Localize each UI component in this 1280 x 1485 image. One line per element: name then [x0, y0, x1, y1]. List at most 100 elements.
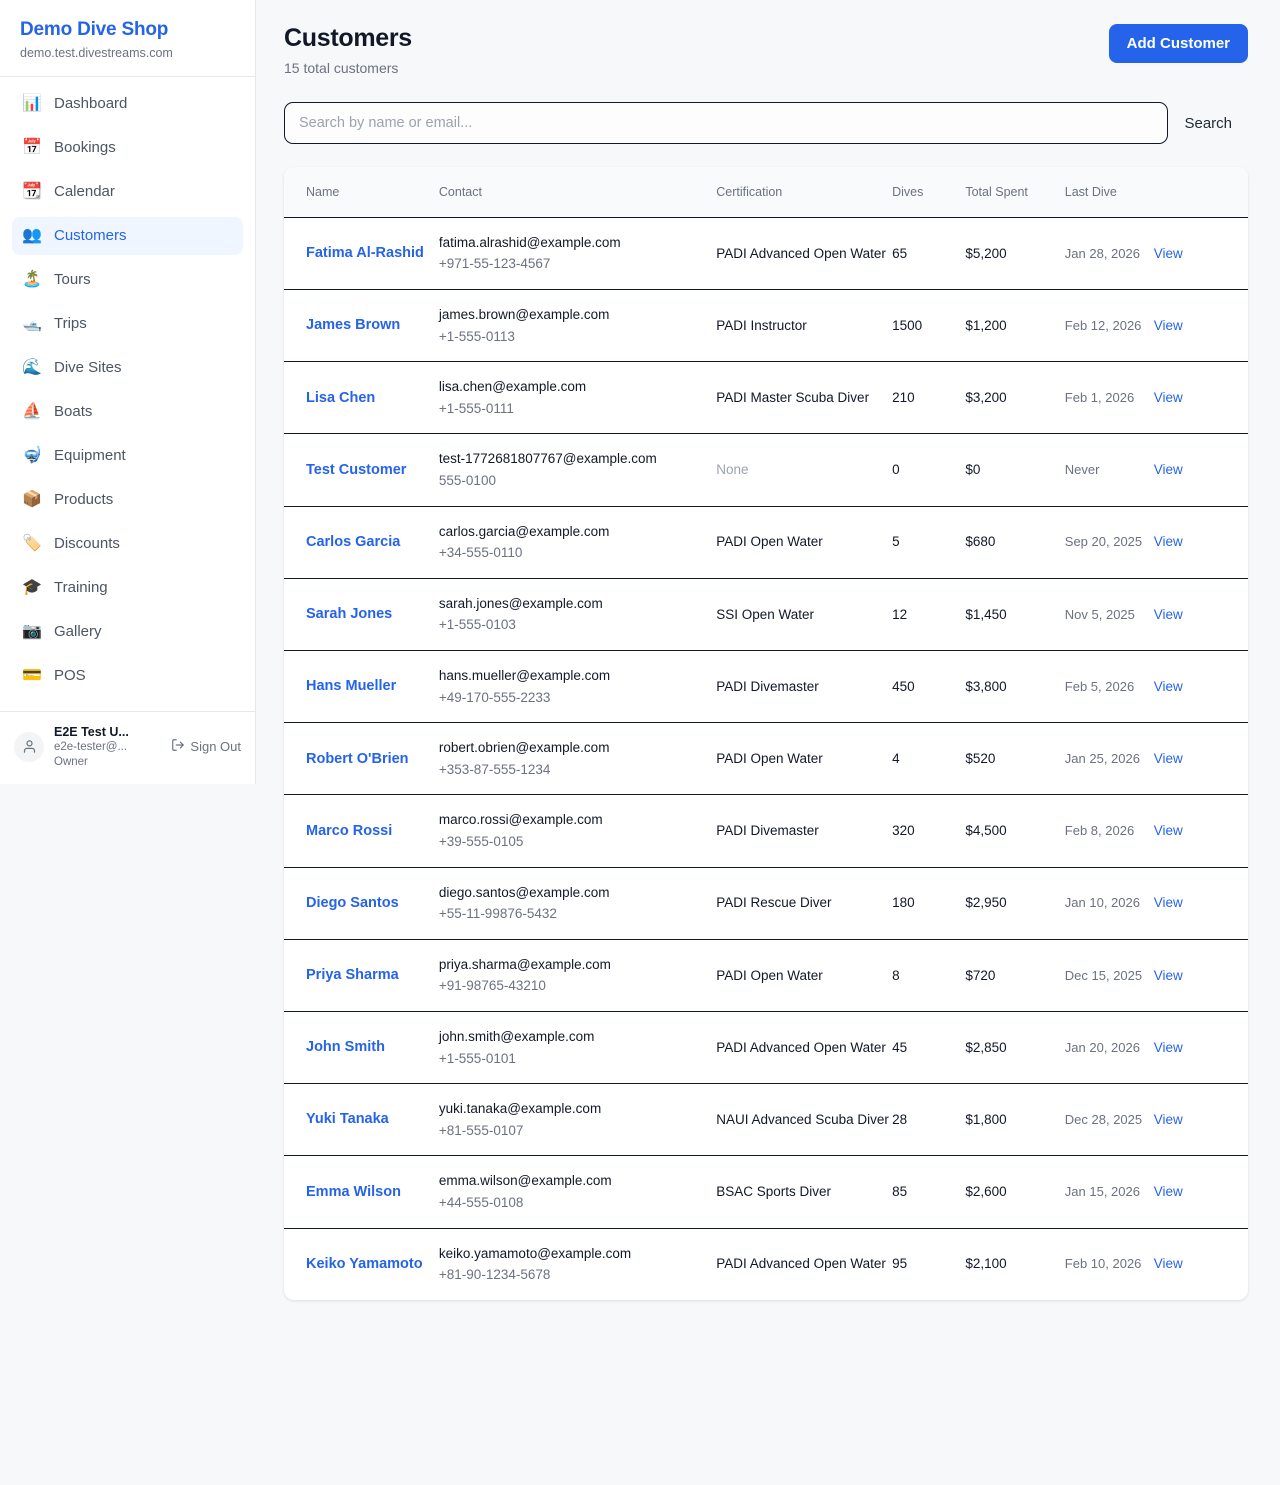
- customer-email: keiko.yamamoto@example.com: [438, 1245, 632, 1261]
- sign-out-button[interactable]: Sign Out: [171, 738, 241, 755]
- customer-name-link[interactable]: Marco Rossi: [306, 822, 393, 839]
- sidebar-item-bookings[interactable]: 📅 Bookings: [12, 129, 243, 167]
- view-link[interactable]: View: [1153, 823, 1183, 839]
- view-link[interactable]: View: [1153, 1184, 1183, 1200]
- cell-last-dive: Never: [1064, 433, 1154, 507]
- total-spent-value: $2,950: [965, 895, 1007, 911]
- cell-total-spent: $2,600: [965, 1155, 1065, 1229]
- sidebar-item-label: Gallery: [54, 623, 102, 641]
- sidebar-nav: 📊 Dashboard 📅 Bookings 📆 Calendar 👥 Customers 🏝️…: [0, 77, 255, 711]
- cell-dives: 4: [892, 722, 966, 796]
- view-link[interactable]: View: [1153, 750, 1183, 766]
- sidebar-item-discounts[interactable]: 🏷️ Discounts: [12, 525, 243, 563]
- view-link[interactable]: View: [1153, 1111, 1183, 1127]
- cell-certification: PADI Advanced Open Water: [716, 217, 893, 291]
- cell-name: Carlos Garcia: [284, 506, 439, 579]
- total-spent-value: $520: [965, 750, 996, 766]
- cell-last-dive: Feb 8, 2026: [1064, 794, 1154, 868]
- cell-certification: PADI Advanced Open Water: [716, 1228, 892, 1300]
- sidebar-item-dashboard[interactable]: 📊 Dashboard: [12, 85, 243, 123]
- cell-actions: View: [1153, 433, 1248, 507]
- sidebar-item-boats[interactable]: ⛵ Boats: [12, 393, 243, 431]
- wave-icon: 🌊: [22, 358, 42, 376]
- customer-phone: +1-555-0103: [438, 617, 516, 633]
- customer-name-link[interactable]: Robert O'Brien: [306, 750, 409, 767]
- view-link[interactable]: View: [1153, 245, 1183, 261]
- last-dive-date: Dec 15, 2025: [1064, 967, 1143, 983]
- sidebar-item-equipment[interactable]: 🤿 Equipment: [12, 437, 243, 475]
- customer-name-link[interactable]: Diego Santos: [306, 894, 399, 911]
- sidebar-item-gallery[interactable]: 📷 Gallery: [12, 613, 243, 651]
- sidebar-item-products[interactable]: 📦 Products: [12, 481, 243, 519]
- cell-certification: None: [716, 433, 893, 507]
- customer-name-link[interactable]: Keiko Yamamoto: [306, 1255, 423, 1272]
- customer-phone: +1-555-0101: [438, 1050, 516, 1066]
- customer-name-link[interactable]: Carlos Garcia: [306, 533, 401, 550]
- column-header-name: Name: [284, 167, 439, 218]
- sidebar-item-pos[interactable]: 💳 POS: [12, 657, 243, 695]
- table-row: John Smith john.smith@example.com +1-555-0…: [284, 1011, 1248, 1085]
- customer-name-link[interactable]: Emma Wilson: [306, 1183, 401, 1200]
- certification-value: BSAC Sports Diver: [716, 1184, 832, 1200]
- certification-value: PADI Advanced Open Water: [716, 1039, 886, 1055]
- total-spent-value: $680: [965, 534, 996, 550]
- credit-card-icon: 💳: [22, 666, 42, 684]
- customer-phone: +81-555-0107: [438, 1122, 524, 1138]
- last-dive-date: Feb 10, 2026: [1064, 1256, 1142, 1272]
- last-dive-date: Jan 25, 2026: [1064, 750, 1140, 766]
- sidebar-item-tours[interactable]: 🏝️ Tours: [12, 261, 243, 299]
- sidebar-item-calendar[interactable]: 📆 Calendar: [12, 173, 243, 211]
- sailboat-icon: ⛵: [22, 402, 42, 420]
- customer-name-link[interactable]: James Brown: [306, 317, 401, 334]
- view-link[interactable]: View: [1153, 1256, 1183, 1272]
- customer-name-link[interactable]: Hans Mueller: [306, 678, 397, 695]
- last-dive-date: Dec 28, 2025: [1064, 1111, 1143, 1127]
- cell-name: Diego Santos: [284, 867, 439, 940]
- cell-name: Lisa Chen: [284, 361, 439, 435]
- customer-name-link[interactable]: Fatima Al-Rashid: [306, 245, 424, 262]
- view-link[interactable]: View: [1153, 895, 1183, 911]
- total-spent-value: $1,800: [965, 1111, 1007, 1127]
- sidebar-item-trips[interactable]: 🛥️ Trips: [12, 305, 243, 343]
- table-row: Emma Wilson emma.wilson@example.com +44-55…: [284, 1155, 1248, 1229]
- view-link[interactable]: View: [1153, 317, 1183, 333]
- last-dive-date: Jan 15, 2026: [1064, 1184, 1140, 1200]
- sidebar: Demo Dive Shop demo.test.divestreams.com…: [0, 0, 256, 784]
- view-link[interactable]: View: [1153, 390, 1183, 406]
- search-input[interactable]: [284, 102, 1169, 144]
- cell-contact: test-1772681807767@example.com 555-0100: [438, 433, 717, 507]
- customer-name-link[interactable]: Test Customer: [306, 461, 407, 478]
- cell-dives: 320: [892, 794, 966, 868]
- column-header-actions: [1153, 167, 1248, 218]
- cell-last-dive: Jan 28, 2026: [1064, 217, 1154, 291]
- column-header-contact: Contact: [438, 167, 717, 218]
- last-dive-date: Sep 20, 2025: [1064, 534, 1143, 550]
- view-link[interactable]: View: [1153, 606, 1183, 622]
- search-button[interactable]: Search: [1168, 115, 1248, 132]
- certification-value: PADI Advanced Open Water: [716, 1256, 886, 1272]
- total-spent-value: $2,850: [965, 1039, 1007, 1055]
- sidebar-item-training[interactable]: 🎓 Training: [12, 569, 243, 607]
- customer-name-link[interactable]: Yuki Tanaka: [306, 1111, 389, 1128]
- sidebar-item-customers[interactable]: 👥 Customers: [12, 216, 243, 255]
- view-link[interactable]: View: [1153, 678, 1183, 694]
- customer-phone: +1-555-0111: [438, 400, 514, 416]
- view-link[interactable]: View: [1153, 534, 1183, 550]
- view-link[interactable]: View: [1153, 462, 1183, 478]
- cell-actions: View: [1153, 867, 1248, 940]
- view-link[interactable]: View: [1153, 1039, 1183, 1055]
- customer-name-link[interactable]: Lisa Chen: [306, 389, 376, 406]
- dives-count: 450: [892, 678, 915, 694]
- customer-name-link[interactable]: Sarah Jones: [306, 606, 393, 623]
- cell-contact: robert.obrien@example.com +353-87-555-123…: [438, 722, 717, 796]
- customer-name-link[interactable]: John Smith: [306, 1039, 385, 1056]
- cell-name: James Brown: [284, 289, 439, 363]
- sidebar-item-dive-sites[interactable]: 🌊 Dive Sites: [12, 349, 243, 387]
- customer-name-link[interactable]: Priya Sharma: [306, 967, 399, 984]
- add-customer-button[interactable]: Add Customer: [1108, 24, 1248, 63]
- tag-icon: 🏷️: [22, 534, 42, 552]
- view-link[interactable]: View: [1153, 967, 1183, 983]
- dives-count: 180: [892, 895, 915, 911]
- sidebar-item-label: Products: [54, 491, 114, 509]
- certification-value: PADI Master Scuba Diver: [716, 390, 870, 406]
